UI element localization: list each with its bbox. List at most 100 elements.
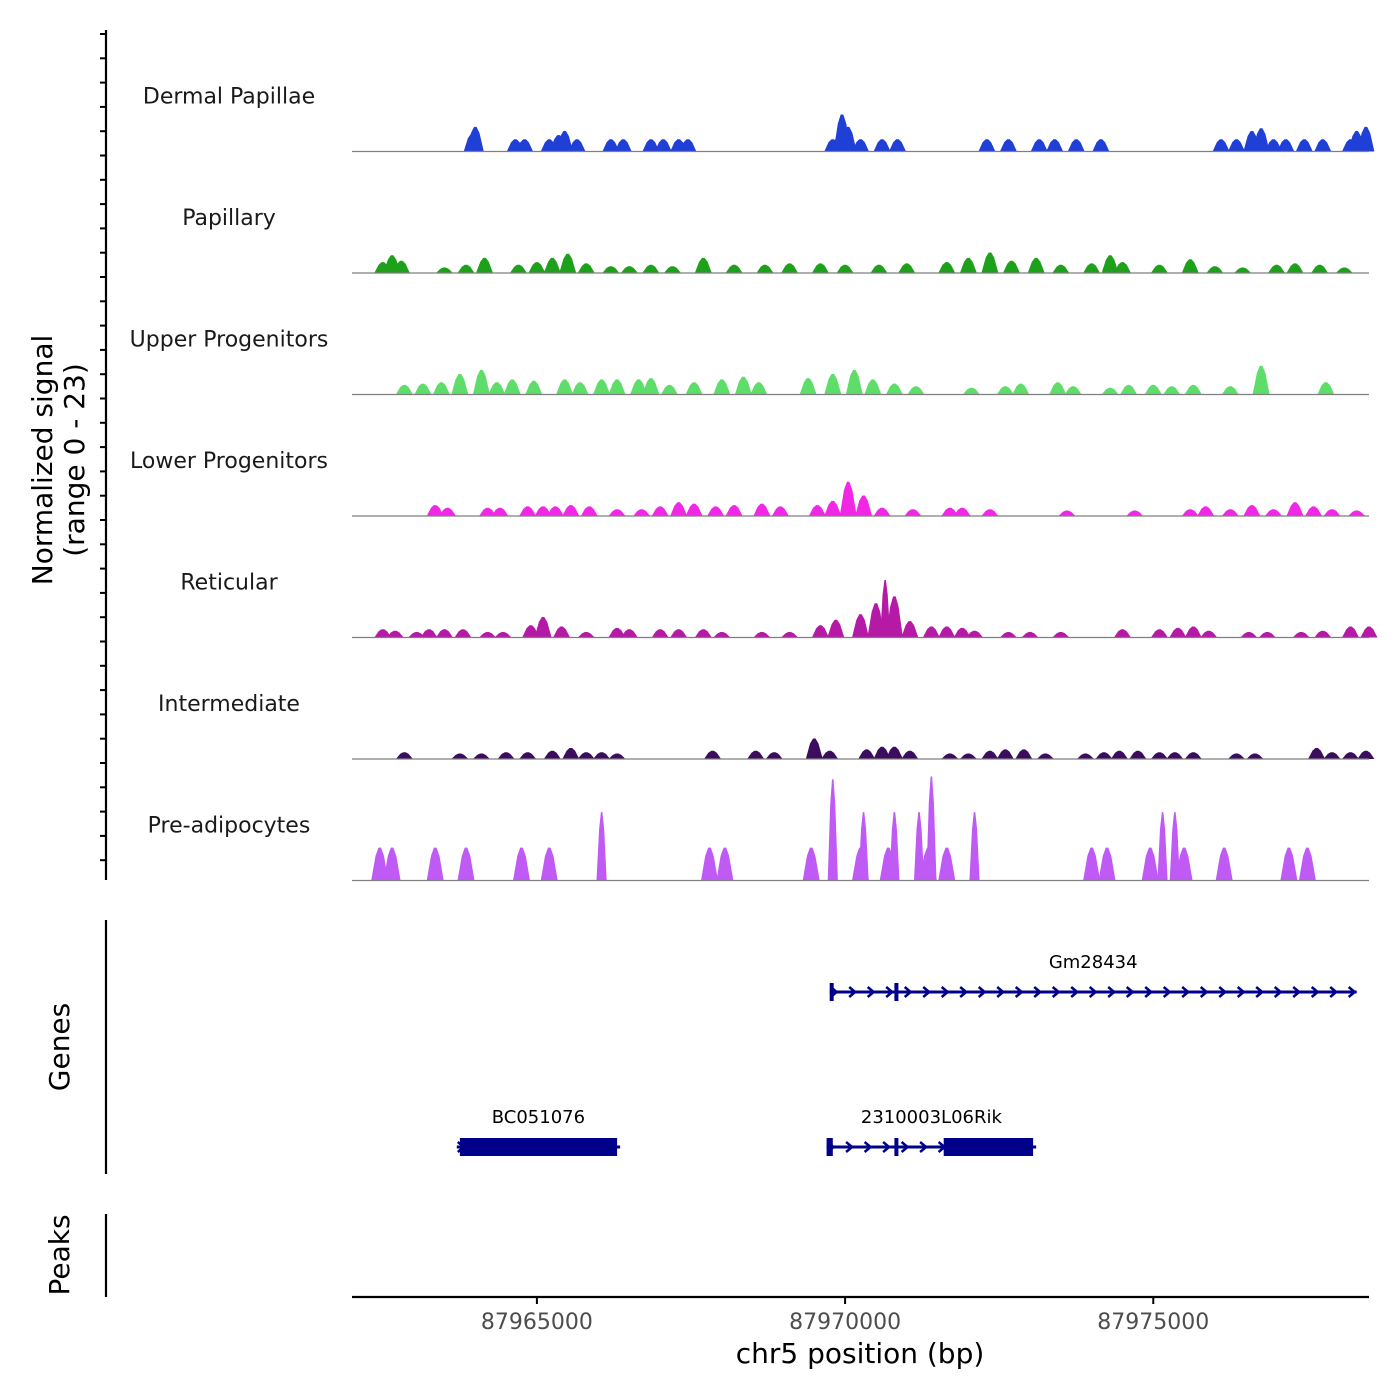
gene-bc051076: BC051076	[456, 1107, 621, 1156]
signal-peak	[432, 382, 450, 395]
signal-peak	[953, 627, 971, 638]
signal-peak	[880, 580, 891, 638]
signal-peak	[1126, 510, 1144, 516]
signal-peak	[1098, 847, 1116, 881]
signal-peak	[580, 506, 598, 516]
signal-peak	[519, 752, 537, 759]
gene-exon	[894, 983, 899, 1001]
signal-peak	[602, 266, 620, 273]
signal-peak	[996, 386, 1014, 395]
track-lower-progenitors: Lower Progenitors	[130, 449, 1369, 517]
strand-arrow	[996, 986, 1006, 998]
signal-peak	[1144, 384, 1162, 395]
signal-peak	[1036, 753, 1054, 759]
gene-exon	[826, 1138, 833, 1156]
signal-peak	[941, 507, 959, 516]
signal-peak	[670, 502, 688, 516]
signal-peak	[914, 812, 925, 881]
signal-peak	[1169, 812, 1180, 881]
signal-peak	[852, 139, 869, 152]
signal-peak	[889, 812, 900, 881]
signal-peak	[889, 139, 906, 152]
track-label: Reticular	[180, 571, 278, 596]
signal-peak	[660, 384, 678, 395]
signal-peak	[457, 264, 475, 273]
signal-peak	[1092, 139, 1110, 152]
signal-peak	[371, 847, 389, 881]
track-pre-adipocytes: Pre-adipocytes	[148, 776, 1369, 882]
signal-peak	[870, 264, 888, 273]
signal-peak	[1323, 752, 1341, 759]
signal-peak	[713, 632, 731, 638]
strand-arrow	[1162, 986, 1172, 998]
signal-peak	[395, 752, 413, 759]
signal-peak	[1252, 128, 1270, 152]
signal-peak	[1120, 384, 1138, 395]
signal-peak	[734, 376, 752, 395]
signal-peak	[642, 264, 660, 273]
signal-peak	[534, 617, 552, 638]
gene-exon	[459, 1138, 618, 1156]
strand-arrow	[1144, 986, 1154, 998]
signal-peak	[1077, 753, 1094, 759]
signal-peak	[1015, 749, 1033, 759]
signal-peak	[824, 374, 842, 395]
signal-peak	[1163, 386, 1181, 395]
signal-peak	[457, 847, 475, 881]
signal-peak	[999, 139, 1017, 152]
signal-peak	[426, 847, 444, 881]
signal-peak	[901, 621, 919, 638]
signal-peak	[701, 847, 718, 881]
gene-label: 2310003L06Rik	[861, 1107, 1003, 1128]
signal-peak	[670, 629, 688, 638]
signal-peak	[959, 753, 977, 759]
signal-peak	[885, 383, 903, 395]
signal-peak	[543, 750, 561, 759]
signal-peak	[1314, 630, 1332, 638]
signal-peak	[1314, 139, 1332, 152]
signal-peak	[1110, 750, 1128, 759]
signal-peak	[1286, 502, 1304, 516]
signal-peak	[1169, 627, 1187, 638]
signal-peak	[873, 139, 891, 152]
signal-peak	[1317, 382, 1335, 395]
signal-peak	[864, 379, 882, 395]
signal-peak	[1252, 365, 1270, 395]
gene-label: Gm28434	[1049, 952, 1138, 973]
signal-peak	[1234, 267, 1252, 273]
signal-peak	[679, 139, 697, 152]
signal-peak	[938, 626, 956, 638]
signal-peak	[608, 753, 626, 759]
signal-peak	[503, 379, 521, 395]
x-tick-label: 87970000	[789, 1310, 901, 1335]
signal-peak	[756, 264, 774, 273]
gene-annotation-track: Gm28434 BC051076 2310003L06Rik	[456, 952, 1357, 1156]
signal-peak	[799, 378, 817, 395]
signal-peak	[497, 752, 515, 759]
signal-peak	[571, 382, 589, 395]
signal-peak	[577, 263, 595, 273]
signal-peak	[966, 630, 983, 638]
signal-peak	[513, 847, 530, 881]
signal-peak	[408, 632, 426, 638]
strand-arrow	[1310, 986, 1320, 998]
signal-peak	[852, 614, 869, 638]
signal-peak	[1280, 847, 1298, 881]
track-label: Dermal Papillae	[143, 85, 315, 110]
signal-peak	[509, 264, 527, 273]
gene-label: BC051076	[492, 1107, 585, 1128]
signal-peak	[568, 139, 586, 152]
signal-peak	[1342, 626, 1359, 638]
strand-arrow	[1273, 986, 1283, 998]
signal-peak	[855, 495, 873, 516]
track-label: Upper Progenitors	[130, 328, 329, 353]
signal-peak	[827, 779, 838, 881]
strand-arrow	[1199, 986, 1209, 998]
signal-peak	[781, 263, 799, 273]
signal-peak	[528, 262, 546, 273]
signal-peak	[451, 374, 469, 395]
signal-peak	[472, 753, 490, 759]
track-label: Papillary	[182, 206, 276, 231]
signal-peak	[1265, 509, 1282, 516]
coverage-tracks: Dermal Papillae Papillary Upper Progenitor…	[130, 85, 1378, 882]
